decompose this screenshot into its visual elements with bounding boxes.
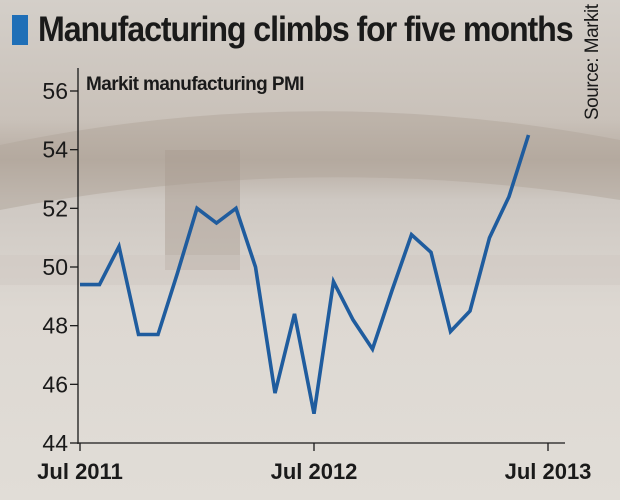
series-label: Markit manufacturing PMI: [86, 74, 304, 95]
title-marker: [12, 15, 28, 45]
y-tick-label: 56: [42, 78, 68, 104]
source-label: Source: Markit: [582, 4, 603, 120]
y-tick-label: 44: [42, 430, 68, 456]
y-tick-label: 52: [42, 195, 68, 221]
x-tick-label: Jul 2012: [271, 459, 358, 484]
chart-title: Manufacturing climbs for five months: [12, 10, 619, 50]
y-tick-label: 50: [42, 254, 68, 280]
y-tick-label: 54: [42, 137, 68, 163]
y-tick-label: 48: [42, 313, 68, 339]
x-tick-label: Jul 2011: [37, 459, 123, 484]
series-line-pmi: [80, 134, 531, 415]
x-tick-label: Jul 2013: [505, 459, 592, 484]
y-tick-label: 46: [42, 371, 68, 397]
chart-title-text: Manufacturing climbs for five months: [38, 10, 574, 49]
